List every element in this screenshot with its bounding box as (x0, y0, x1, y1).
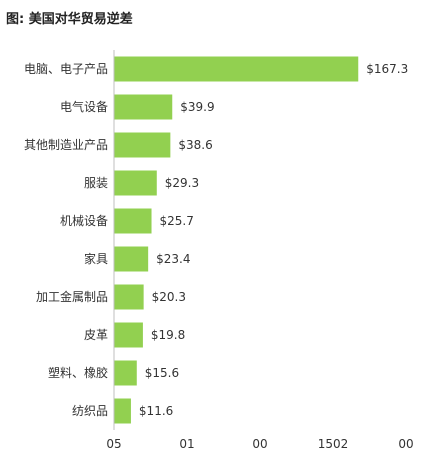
bar (114, 56, 359, 82)
bar (114, 360, 137, 386)
category-label: 服装 (84, 176, 108, 190)
bar (114, 170, 157, 196)
x-tick-label: 00 (398, 437, 413, 451)
x-tick-label: 05 (106, 437, 121, 451)
bar (114, 398, 131, 424)
bar (114, 284, 144, 310)
chart-title: 图: 美国对华贸易逆差 (6, 12, 133, 27)
category-label: 电脑、电子产品 (24, 62, 108, 76)
category-label: 纺织品 (72, 404, 108, 418)
value-label: $167.3 (366, 62, 408, 76)
bar (114, 208, 152, 234)
x-tick-label: 01 (179, 437, 194, 451)
bar (114, 246, 149, 272)
value-label: $39.9 (180, 100, 214, 114)
value-label: $25.7 (160, 214, 194, 228)
category-label: 塑料、橡胶 (48, 365, 108, 380)
category-label: 其他制造业产品 (24, 138, 108, 152)
value-label: $11.6 (139, 404, 173, 418)
x-tick-label: 00 (252, 437, 267, 451)
bar (114, 132, 171, 158)
bar (114, 322, 143, 348)
value-label: $38.6 (178, 138, 212, 152)
value-label: $23.4 (156, 252, 190, 266)
bar (114, 94, 173, 120)
category-label: 电气设备 (60, 99, 108, 114)
value-label: $29.3 (165, 176, 199, 190)
value-label: $19.8 (151, 328, 185, 342)
value-label: $20.3 (152, 290, 186, 304)
category-label: 家具 (84, 251, 108, 266)
category-label: 加工金属制品 (36, 289, 108, 304)
category-label: 机械设备 (60, 213, 108, 228)
x-tick-label: 1502 (318, 437, 349, 451)
value-label: $15.6 (145, 366, 179, 380)
category-label: 皮革 (84, 328, 108, 342)
